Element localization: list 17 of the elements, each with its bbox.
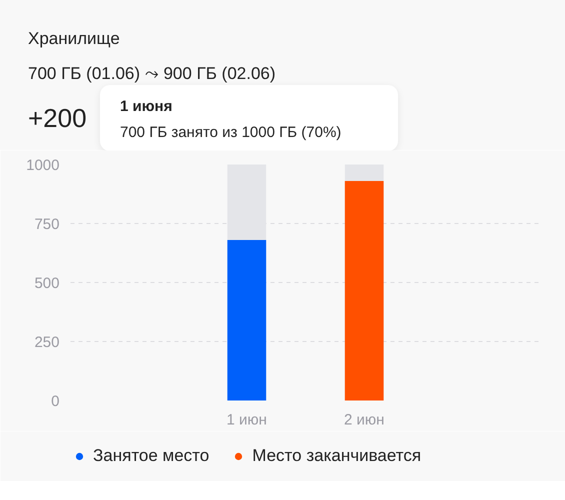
y-tick-label: 500 [34,275,60,292]
chart-title: Хранилище [28,28,120,50]
bar [344,181,384,400]
y-tick-label: 750 [34,216,60,233]
y-tick-label: 1000 [26,157,60,174]
y-tick-label: 250 [34,334,60,351]
x-tick-label: 1 июн [226,412,267,428]
text: +200 [28,102,87,135]
bar [344,164,384,182]
y-tick-label: 0 [51,393,60,410]
chart-subtitle: 700 ГБ (01.06) ⤳ 900 ГБ (02.06) [28,63,276,85]
x-tick-label: 2 июн [344,412,384,428]
text: 1 июня [120,97,172,117]
bar [227,240,266,400]
legend-label: Место заканчивается [252,446,422,466]
text: 700 ГБ занято из 1000 ГБ (70%) [120,123,342,143]
legend-label: Занятое место [93,446,210,466]
